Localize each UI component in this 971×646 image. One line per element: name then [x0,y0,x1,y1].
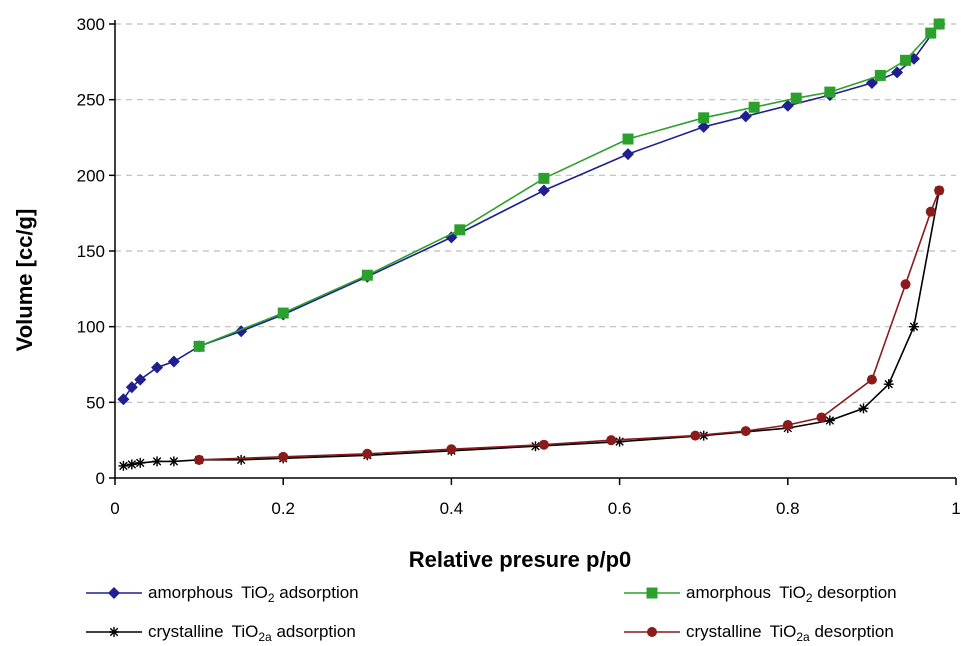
data-point-1-4 [538,172,550,184]
series-line-0 [122,23,940,400]
data-point-3-11 [900,279,911,290]
x-tick-label-1: 0.2 [271,499,295,518]
legend-item-amorphous-desorption: amorphous TiO2 desorption [622,581,897,605]
data-point-3-1 [278,451,289,462]
data-point-0-1 [125,381,138,394]
y-tick-label-1: 50 [86,393,105,412]
data-point-2-3 [152,456,163,467]
data-point-2-4 [168,456,179,467]
data-point-3-5 [606,435,617,446]
series-line-1 [198,23,940,348]
data-point-2-16 [883,379,894,390]
legend-swatch-amorphous-desorption [624,587,680,599]
data-point-3-7 [740,426,751,437]
data-point-3-6 [690,430,701,441]
data-point-1-0 [193,340,205,352]
data-point-1-9 [824,86,836,98]
x-tick-label-4: 0.8 [776,499,800,518]
data-point-3-3 [446,444,457,455]
legend-label-material: TiO2a adsorption [231,622,356,644]
data-point-3-4 [538,439,549,450]
y-tick-label-3: 150 [77,242,105,261]
legend-label-name: crystalline [686,622,762,641]
data-point-2-11 [614,436,625,447]
data-point-2-10 [530,441,541,452]
y-axis-title: Volume [cc/g] [12,209,37,352]
data-point-1-13 [933,18,945,30]
data-point-2-0 [118,460,129,471]
data-point-2-6 [236,454,247,465]
legend-label-material: TiO2 desorption [779,583,897,605]
data-point-3-0 [194,454,205,465]
data-point-1-1 [277,307,289,319]
data-point-2-1 [126,459,137,470]
data-point-0-13 [739,110,752,123]
legend-label-material: TiO2 adsorption [241,583,359,605]
data-point-1-7 [748,101,760,113]
data-point-0-3 [151,361,164,374]
x-tick-label-5: 1 [951,499,960,518]
legend-swatch-marker [646,587,658,599]
legend-label-name: amorphous [686,583,772,602]
legend-swatch-marker [109,627,119,637]
y-tick-label-6: 300 [77,15,105,34]
series-line-3 [199,190,940,461]
y-tick-labels: 0 50 100 150 200 250 300 [77,15,115,488]
grid-lines [115,23,956,403]
data-point-3-10 [866,374,877,385]
legend-swatch-marker [647,627,657,637]
y-tick-label-5: 250 [77,91,105,110]
legend-swatch-marker [108,587,120,599]
data-point-0-12 [697,120,710,133]
data-point-3-8 [782,420,793,431]
isotherm-chart: 0 50 100 150 200 250 300 0 0.2 0.4 0.6 0.8 1 Relati… [12,15,961,572]
data-point-1-3 [454,224,466,236]
data-point-2-14 [824,415,835,426]
data-point-2-15 [858,403,869,414]
y-tick-label-2: 100 [77,318,105,337]
data-point-1-8 [790,92,802,104]
x-tick-label-2: 0.4 [440,499,464,518]
legend-swatch-amorphous-adsorption [86,587,142,599]
data-point-0-10 [537,184,550,197]
y-tick-label-4: 200 [77,166,105,185]
data-point-1-11 [900,54,912,66]
data-point-0-17 [891,66,904,79]
data-point-0-2 [134,373,147,386]
series-1 [193,18,945,352]
data-point-0-4 [167,355,180,368]
legend-item-crystalline-adsorption: crystalline TiO2a adsorption [84,620,356,644]
legend-swatch-crystalline-adsorption [86,627,142,637]
y-tick-label-0: 0 [96,469,105,488]
data-point-1-10 [874,69,886,81]
legend-label-material: TiO2a desorption [769,622,894,644]
x-tick-label-3: 0.6 [608,499,632,518]
legend-item-amorphous-adsorption: amorphous TiO2 adsorption [84,581,359,605]
legend-swatch-crystalline-desorption [624,627,680,637]
data-point-2-2 [135,457,146,468]
data-point-1-12 [925,27,937,39]
x-tick-labels: 0 0.2 0.4 0.6 0.8 1 [110,478,961,518]
data-point-2-17 [908,321,919,332]
legend-item-crystalline-desorption: crystalline TiO2a desorption [622,620,894,644]
data-point-0-11 [622,148,635,161]
series-0 [117,18,946,406]
data-series [117,18,946,471]
legend-label-name: amorphous [148,583,234,602]
data-point-1-6 [698,112,710,124]
data-point-1-5 [622,133,634,145]
data-point-3-13 [934,185,945,196]
series-3 [194,185,945,465]
data-point-3-9 [816,412,827,423]
data-point-0-0 [117,393,130,406]
legend-label-name: crystalline [148,622,224,641]
data-point-3-2 [362,448,373,459]
x-axis-title: Relative presure p/p0 [409,547,632,572]
data-point-3-12 [925,206,936,217]
x-tick-label-0: 0 [110,499,119,518]
data-point-1-2 [361,269,373,281]
